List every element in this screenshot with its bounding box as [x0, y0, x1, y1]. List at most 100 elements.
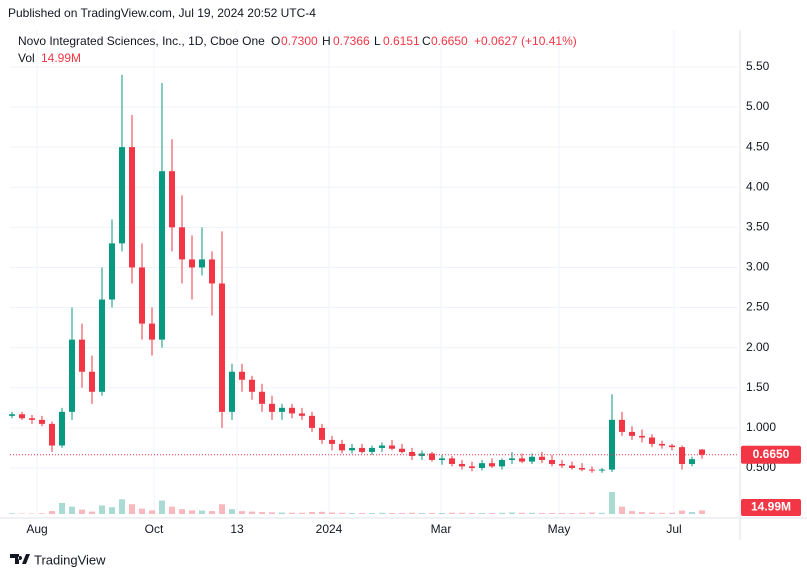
- candle-body: [379, 446, 385, 448]
- candle-body: [299, 413, 305, 415]
- volume-bar: [619, 507, 625, 514]
- volume-bar: [639, 512, 645, 514]
- volume-bar: [689, 512, 695, 514]
- volume-bar: [329, 513, 335, 514]
- volume-bar: [149, 510, 155, 514]
- volume-bar: [109, 507, 115, 514]
- candle-body: [569, 466, 575, 468]
- y-tick-label: 3.00: [746, 260, 770, 274]
- volume-bar: [129, 504, 135, 514]
- y-tick-label: 2.00: [746, 340, 770, 354]
- chart-title: Novo Integrated Sciences, Inc., 1D, Cboe…: [18, 34, 265, 48]
- candle-body: [199, 259, 205, 267]
- ohlc-value: 0.6650: [431, 34, 468, 48]
- volume-bar: [699, 510, 705, 514]
- candle-body: [69, 340, 75, 412]
- candle-body: [239, 372, 245, 380]
- candle-body: [499, 460, 505, 466]
- y-tick-label: 3.50: [746, 220, 770, 234]
- ohlc-label: O: [271, 34, 280, 48]
- candle-body: [219, 283, 225, 411]
- candle-body: [279, 408, 285, 412]
- ohlc-value: 0.6151: [383, 34, 420, 48]
- candle-body: [79, 340, 85, 372]
- candle-body: [629, 432, 635, 436]
- x-tick-label: 13: [230, 522, 244, 536]
- candle-body: [49, 424, 55, 446]
- price-tag-label: 0.6650: [753, 447, 790, 461]
- volume-bar: [519, 513, 525, 514]
- change: +0.0627 (+10.41%): [474, 34, 577, 48]
- candle-body: [409, 452, 415, 456]
- candle-body: [269, 404, 275, 412]
- candle-body: [429, 454, 435, 460]
- volume-bar: [69, 507, 75, 514]
- volume-bar: [399, 513, 405, 514]
- volume-bar: [9, 513, 15, 514]
- candle-body: [109, 243, 115, 299]
- candle-body: [519, 458, 525, 461]
- published-note: Published on TradingView.com, Jul 19, 20…: [8, 6, 316, 20]
- volume-bar: [599, 513, 605, 514]
- volume-bar: [499, 513, 505, 514]
- x-tick-label: Mar: [431, 522, 452, 536]
- candle-body: [579, 468, 585, 470]
- volume-bar: [159, 501, 165, 514]
- candle-body: [349, 448, 355, 450]
- x-tick-label: Jul: [666, 522, 681, 536]
- volume-bar: [669, 513, 675, 514]
- candle-body: [589, 470, 595, 471]
- candle-body: [549, 460, 555, 464]
- volume-bar: [319, 512, 325, 514]
- volume-bar: [99, 505, 105, 514]
- candle-body: [699, 450, 705, 455]
- candle-body: [439, 458, 445, 460]
- volume-bar: [439, 513, 445, 514]
- candle-body: [89, 372, 95, 392]
- candle-body: [99, 300, 105, 392]
- volume-bar: [259, 512, 265, 514]
- candle-body: [229, 372, 235, 412]
- y-tick-label: 4.50: [746, 139, 770, 153]
- volume-bar: [289, 513, 295, 514]
- ohlc-value: 0.7300: [281, 34, 318, 48]
- volume-bar: [169, 507, 175, 514]
- candle-body: [249, 380, 255, 392]
- volume-bar: [609, 492, 615, 514]
- candle-body: [449, 458, 455, 464]
- candle-body: [469, 466, 475, 468]
- candle-body: [539, 457, 545, 460]
- candle-body: [339, 444, 345, 450]
- volume-bar: [469, 513, 475, 514]
- volume-bar: [559, 513, 565, 514]
- candle-body: [289, 408, 295, 414]
- volume-tag-label: 14.99M: [751, 500, 791, 514]
- candle-body: [479, 463, 485, 468]
- candle-body: [179, 227, 185, 259]
- candle-body: [679, 447, 685, 464]
- volume-bar: [299, 513, 305, 514]
- volume-bar: [269, 512, 275, 514]
- y-tick-label: 1.50: [746, 380, 770, 394]
- volume-bar: [679, 511, 685, 514]
- y-tick-label: 5.00: [746, 99, 770, 113]
- candle-body: [149, 324, 155, 340]
- volume-bar: [579, 513, 585, 514]
- volume-bar: [529, 513, 535, 514]
- volume-bar: [309, 512, 315, 514]
- volume-bar: [629, 511, 635, 514]
- candle-body: [319, 428, 325, 440]
- x-tick-label: May: [548, 522, 571, 536]
- volume-bar: [549, 513, 555, 514]
- candle-body: [189, 259, 195, 267]
- y-tick-label: 5.50: [746, 59, 770, 73]
- candle-body: [129, 147, 135, 267]
- x-tick-label: Oct: [145, 522, 164, 536]
- candle-body: [309, 416, 315, 428]
- volume-bar: [589, 513, 595, 514]
- volume-bar: [659, 513, 665, 514]
- candle-body: [399, 449, 405, 452]
- candle-body: [119, 147, 125, 243]
- volume-bar: [249, 512, 255, 514]
